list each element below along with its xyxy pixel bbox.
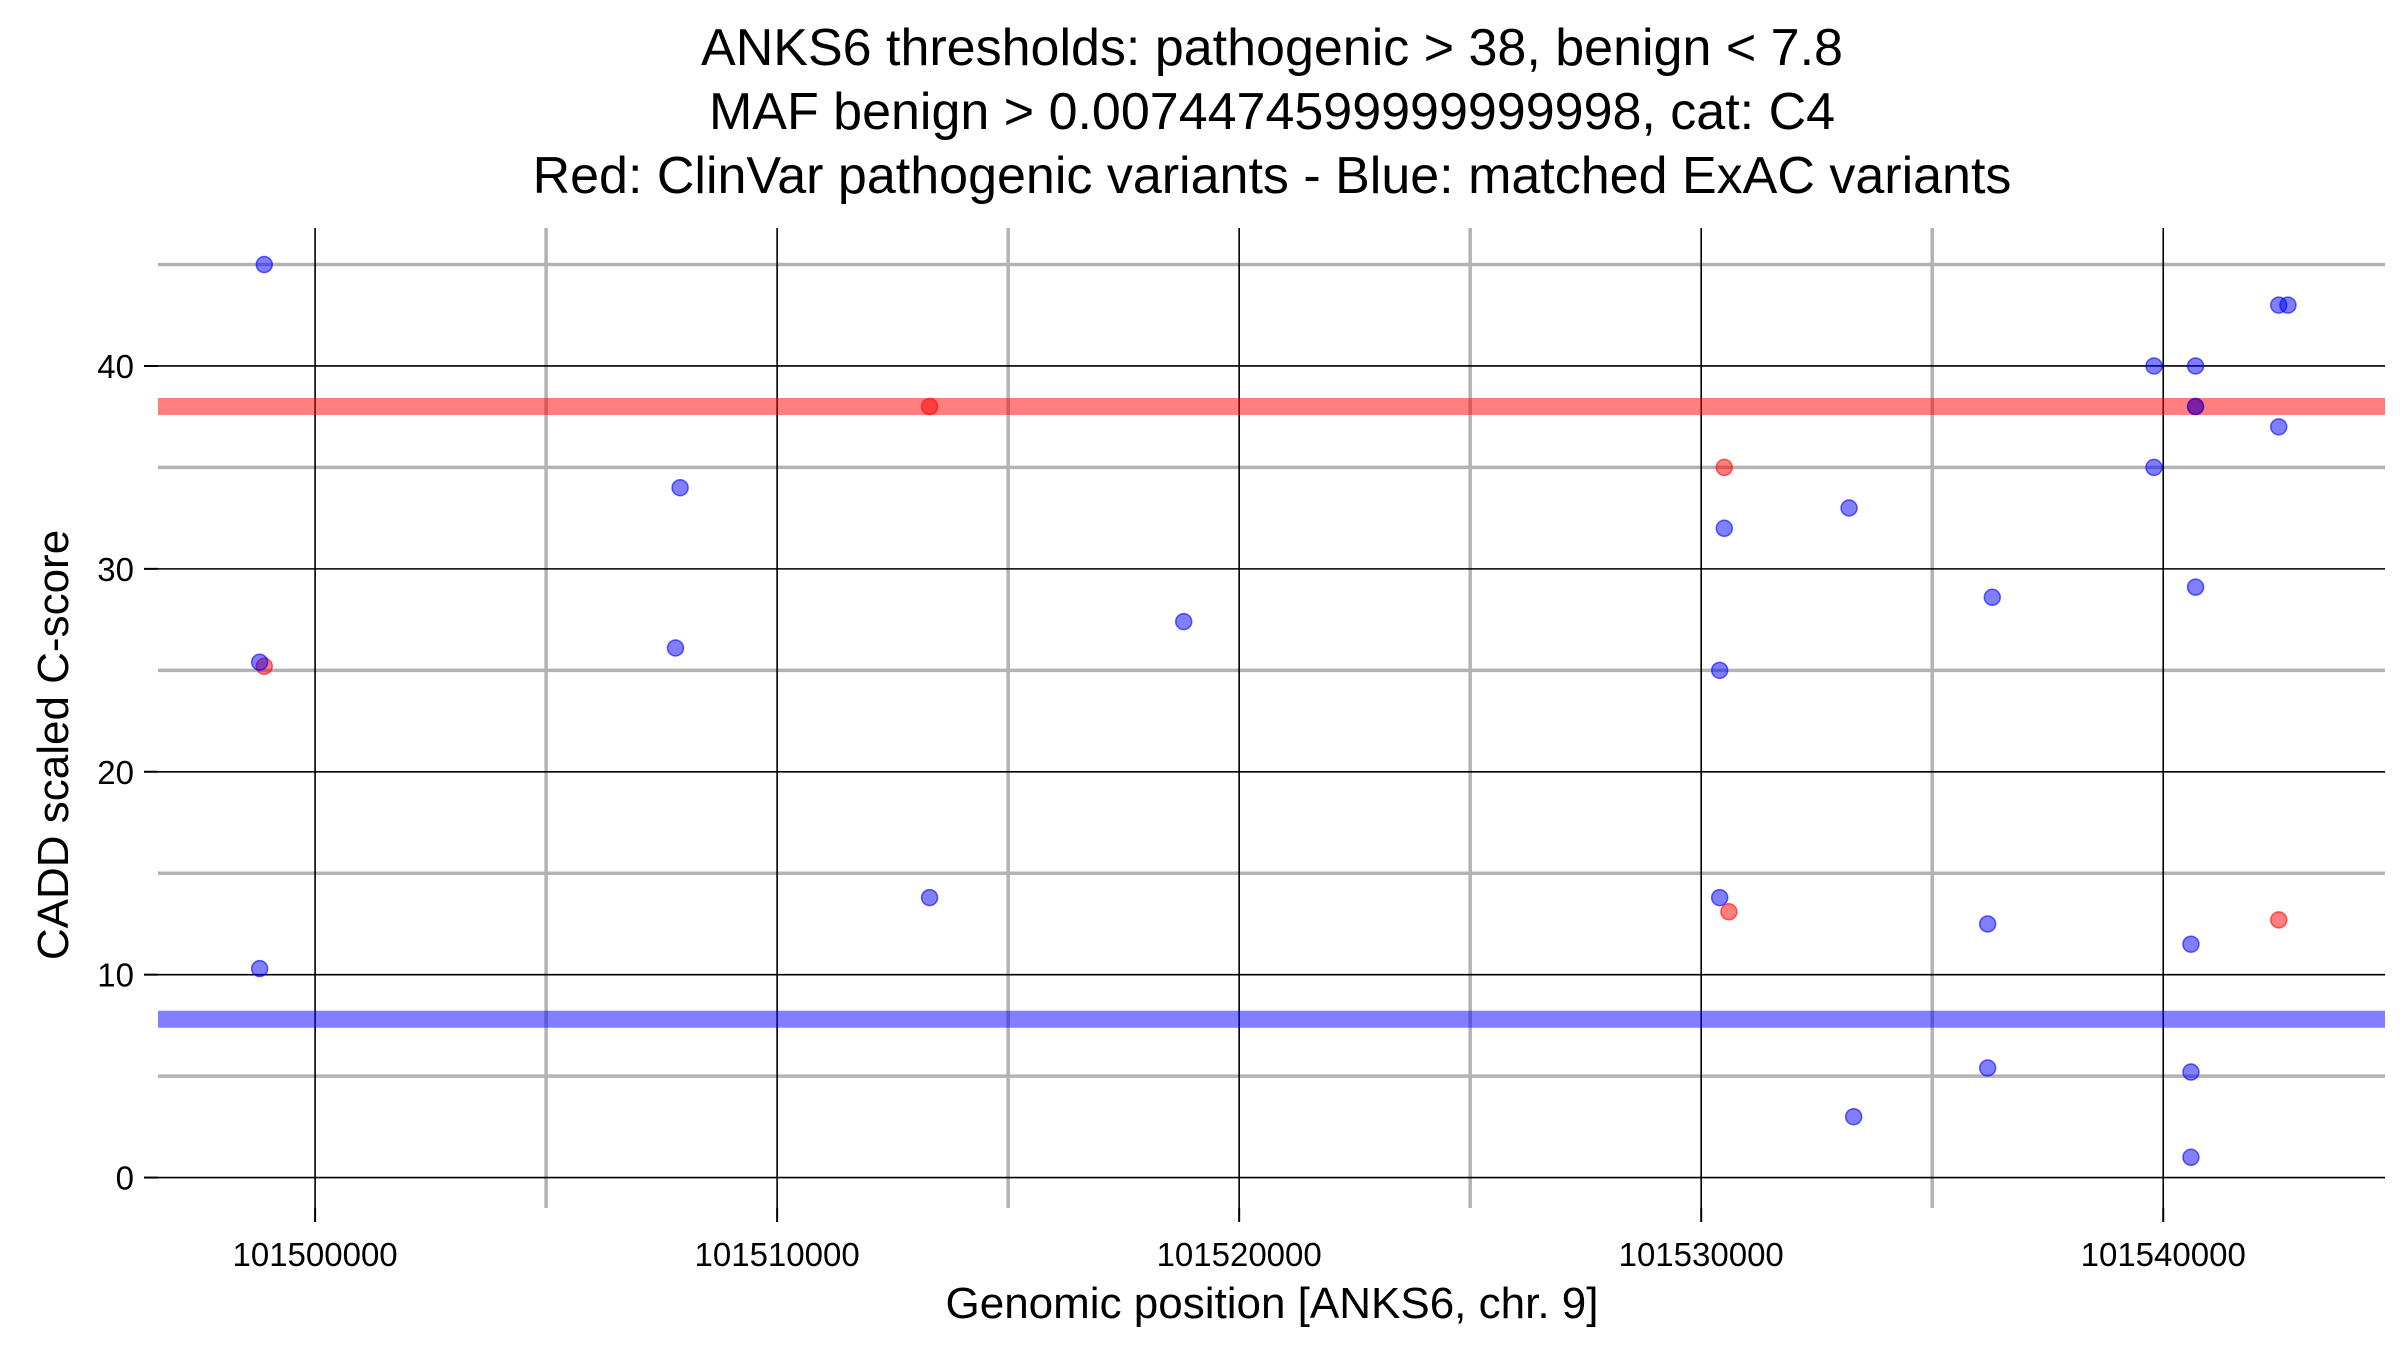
chart-title-line: Red: ClinVar pathogenic variants - Blue:… — [533, 147, 2012, 205]
chart-title-line: MAF benign > 0.0074474599999999998, cat:… — [709, 83, 1835, 141]
exac-variant-point — [255, 255, 274, 274]
chart-title-line: ANKS6 thresholds: pathogenic > 38, benig… — [701, 19, 1843, 77]
y-tick-label: 0 — [116, 1160, 134, 1197]
clinvar-pathogenic-point — [1720, 903, 1738, 921]
y-tick-label: 10 — [97, 957, 134, 994]
y-tick-label: 20 — [97, 754, 134, 791]
exac-variant-point — [2186, 357, 2205, 375]
axes: 0 10 20 30 40 101500000 101510000 101520000 1015… — [97, 348, 2246, 1273]
exac-variant-point — [2145, 357, 2163, 375]
exac-variant-point — [1840, 499, 1858, 517]
clinvar-pathogenic-point — [2269, 911, 2288, 929]
y-axis-label: CADD scaled C-score — [29, 530, 78, 960]
x-tick-label: 101520000 — [1157, 1236, 1322, 1273]
exac-variant-point — [250, 653, 269, 671]
x-axis-label: Genomic position [ANKS6, chr. 9] — [946, 1279, 1599, 1328]
exac-variant-point — [1844, 1107, 1863, 1126]
exac-variant-point — [1710, 661, 1729, 680]
exac-variant-point — [671, 478, 689, 497]
data-points — [250, 255, 2297, 1167]
exac-variant-point — [2182, 1063, 2200, 1081]
exac-variant-point — [2186, 578, 2205, 596]
threshold-lines — [158, 398, 2385, 1028]
exac-variant-point — [2269, 418, 2288, 436]
x-tick-label: 101530000 — [1619, 1236, 1784, 1273]
exac-variant-point — [2145, 458, 2163, 477]
exac-variant-point — [250, 959, 269, 978]
exac-variant-point — [1983, 588, 2002, 607]
x-tick-label: 101500000 — [232, 1236, 397, 1273]
exac-variant-point — [2279, 296, 2297, 314]
x-tick-label: 101510000 — [695, 1236, 860, 1273]
exac-variant-point — [666, 639, 685, 657]
clinvar-pathogenic-point — [1715, 458, 1734, 477]
exac-variant-point — [2182, 935, 2200, 953]
clinvar-pathogenic-point — [920, 397, 939, 416]
x-tick-label: 101540000 — [2081, 1236, 2246, 1273]
chart-title: ANKS6 thresholds: pathogenic > 38, benig… — [533, 19, 2012, 205]
exac-variant-point — [2186, 397, 2205, 416]
exac-variant-point — [1978, 915, 1997, 933]
exac-variant-point — [1715, 519, 1734, 538]
exac-variant-point — [920, 888, 939, 907]
exac-variant-point — [1978, 1059, 1997, 1077]
exac-variant-point — [1174, 612, 1193, 631]
exac-variant-point — [2182, 1148, 2200, 1167]
exac-variant-point — [1710, 888, 1729, 907]
y-tick-label: 30 — [97, 551, 134, 588]
y-tick-label: 40 — [97, 348, 134, 385]
grid-lines — [158, 228, 2385, 1208]
